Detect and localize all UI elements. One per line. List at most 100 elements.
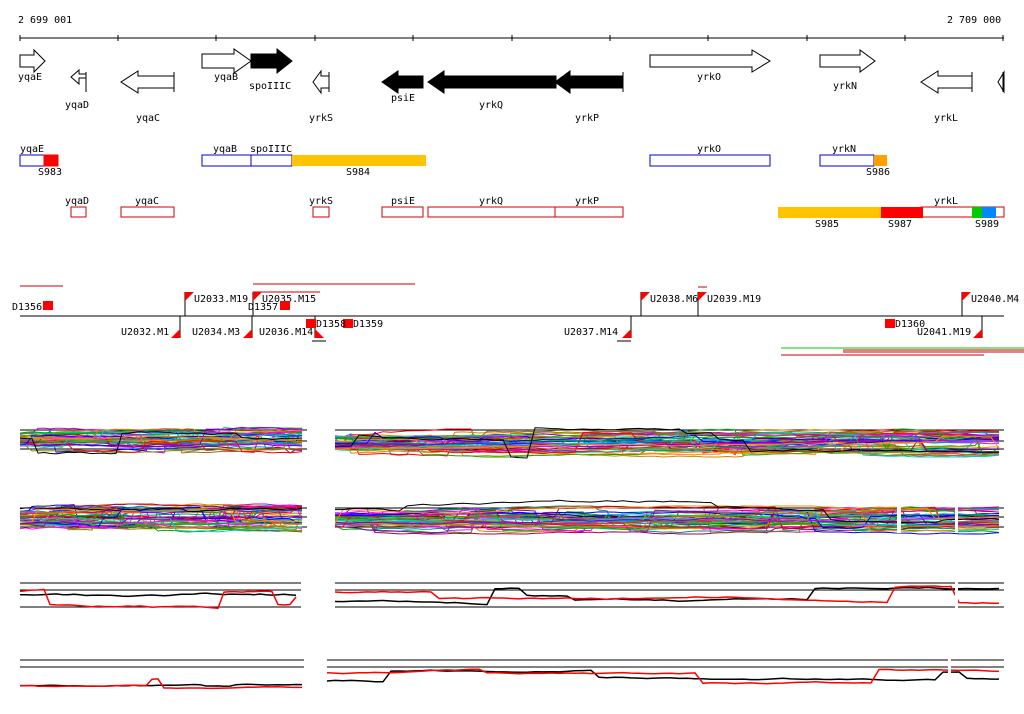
- svg-text:yqaE: yqaE: [18, 72, 42, 83]
- rev-label-yqaD: yqaD: [65, 196, 89, 207]
- expression-trace: [334, 430, 1000, 457]
- segment-S985[interactable]: S985: [815, 219, 839, 230]
- gene-yrkL[interactable]: yrkL: [920, 70, 973, 124]
- expression-trace: [19, 433, 303, 446]
- expression-trace: [19, 505, 303, 529]
- svg-text:spoIIIC: spoIIIC: [249, 81, 291, 92]
- ruler-end-label: 2 709 000: [947, 15, 1001, 26]
- gene-yrkS[interactable]: yrkS: [309, 69, 333, 124]
- probe-U2036[interactable]: U2036.M14: [259, 327, 313, 338]
- segment-S987[interactable]: S987: [888, 219, 912, 230]
- gene-yqaC[interactable]: yqaC: [120, 70, 175, 124]
- svg-text:yrkP: yrkP: [575, 113, 599, 124]
- expression-panel-2: [19, 499, 1004, 535]
- expression-trace: [19, 503, 303, 527]
- fwd-label-yrkN: yrkN: [832, 144, 856, 155]
- expression-trace: [19, 507, 303, 513]
- probe-U2032[interactable]: U2032.M1: [121, 327, 169, 338]
- expression-panel-4: [19, 659, 1004, 690]
- gene-yrkQ[interactable]: yrkQ: [427, 70, 557, 111]
- gene-yqaB[interactable]: yqaB: [201, 48, 252, 83]
- gene-spoIIIC[interactable]: spoIIIC: [249, 47, 293, 92]
- deletion-D1358[interactable]: D1358: [316, 319, 346, 330]
- rev-label-psiE: psiE: [391, 196, 415, 207]
- probe-U2033[interactable]: U2033.M19: [194, 294, 248, 305]
- expression-trace: [334, 435, 1000, 456]
- expression-trace: [19, 508, 303, 531]
- expression-trace: [19, 429, 303, 440]
- deletion-D1357[interactable]: D1357: [248, 302, 278, 313]
- expression-trace: [334, 439, 1000, 452]
- fwd-label-spoIIIC: spoIIIC: [250, 144, 292, 155]
- segment-S983[interactable]: S983: [38, 167, 62, 178]
- probe-U2035[interactable]: U2035.M15: [262, 294, 316, 305]
- gene-partial-right[interactable]: [997, 70, 1005, 94]
- probe-U2037[interactable]: U2037.M14: [564, 327, 618, 338]
- svg-text:yrkQ: yrkQ: [479, 100, 503, 111]
- expression-trace: [19, 430, 303, 449]
- rev-label-yrkL: yrkL: [934, 196, 958, 207]
- expression-trace: [19, 506, 303, 526]
- expression-trace: [19, 431, 303, 455]
- svg-text:psiE: psiE: [391, 93, 415, 104]
- segment-S984[interactable]: S984: [346, 167, 370, 178]
- probe-U2040[interactable]: U2040.M4: [971, 294, 1019, 305]
- expression-trace: [19, 426, 303, 437]
- expression-trace: [19, 426, 303, 448]
- probe-U2041[interactable]: U2041.M19: [917, 327, 971, 338]
- expression-panel-3: [19, 582, 1004, 610]
- expression-trace: [326, 669, 999, 683]
- expression-trace: [19, 508, 303, 526]
- segment-S986[interactable]: S986: [866, 167, 890, 178]
- expression-trace: [334, 585, 999, 605]
- rev-label-yrkP: yrkP: [575, 196, 599, 207]
- expression-trace: [19, 592, 297, 598]
- gene-psiE[interactable]: psiE: [381, 70, 424, 104]
- svg-text:yrkN: yrkN: [833, 81, 857, 92]
- expression-trace: [334, 505, 1000, 524]
- fwd-label-yrkO: yrkO: [697, 144, 721, 155]
- svg-text:yqaC: yqaC: [136, 113, 160, 124]
- gene-yqaD[interactable]: yqaD: [65, 68, 89, 111]
- expression-trace: [19, 438, 303, 445]
- segment-S989[interactable]: S989: [975, 219, 999, 230]
- gene-yqaE[interactable]: yqaE: [18, 48, 46, 83]
- fwd-label-yqaE: yqaE: [20, 144, 44, 155]
- expression-trace: [19, 445, 303, 454]
- gene-yrkN[interactable]: yrkN: [819, 49, 876, 92]
- expression-trace: [19, 513, 303, 533]
- probe-track: U2033.M19 U2035.M15 U2038.M6 U2039.M19 U…: [12, 283, 1024, 356]
- ruler-start-label: 2 699 001: [18, 15, 72, 26]
- probe-U2039[interactable]: U2039.M19: [707, 294, 761, 305]
- gene-track: yqaE yqaD yqaC yqaB spoIIIC yrkS psiE: [18, 47, 1005, 124]
- svg-text:yqaD: yqaD: [65, 100, 89, 111]
- gene-yrkO[interactable]: yrkO: [649, 49, 771, 83]
- probe-U2038[interactable]: U2038.M6: [650, 294, 698, 305]
- expression-trace: [326, 668, 1000, 685]
- expression-trace: [334, 508, 1000, 532]
- deletion-D1356[interactable]: D1356: [12, 302, 42, 313]
- expression-trace: [19, 508, 303, 519]
- expression-trace: [19, 517, 303, 533]
- probe-U2034[interactable]: U2034.M3: [192, 327, 240, 338]
- rev-label-yrkQ: yrkQ: [479, 196, 503, 207]
- expression-trace: [334, 427, 1000, 459]
- forward-feature-track: yqaE yqaB spoIIIC yrkO yrkN S983 S984 S9…: [19, 144, 890, 178]
- gene-yrkP[interactable]: yrkP: [554, 70, 624, 124]
- expression-panel-1: [19, 426, 1004, 459]
- svg-text:yrkO: yrkO: [697, 72, 721, 83]
- expression-trace: [335, 435, 1000, 450]
- svg-text:yrkL: yrkL: [934, 113, 958, 124]
- expression-trace: [19, 429, 303, 435]
- expression-trace: [334, 586, 1000, 606]
- deletion-D1359[interactable]: D1359: [353, 319, 383, 330]
- rev-label-yrkS: yrkS: [309, 196, 333, 207]
- rev-label-yqaC: yqaC: [135, 196, 159, 207]
- deletion-D1360[interactable]: D1360: [895, 319, 925, 330]
- reverse-feature-track: yqaD yqaC yrkS psiE yrkQ yrkP yrkL S985 …: [65, 196, 1005, 230]
- svg-text:yrkS: yrkS: [309, 113, 333, 124]
- expression-trace: [335, 432, 1000, 455]
- expression-trace: [334, 510, 1000, 528]
- expression-trace: [19, 427, 303, 443]
